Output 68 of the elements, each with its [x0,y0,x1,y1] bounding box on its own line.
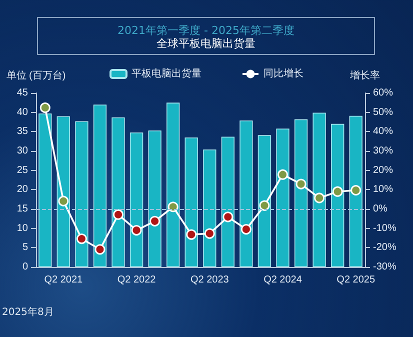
bar [349,116,362,267]
x-tick-label: Q2 2025 [336,274,376,286]
bar [75,121,88,267]
x-tick-label: Q2 2024 [264,274,302,286]
bar [203,149,216,267]
y2-tick-label: 0% [373,204,388,214]
bar [184,137,198,267]
bar [331,124,344,267]
point [150,216,160,226]
y-tick-label: 30 [16,146,28,156]
point [296,178,306,190]
point [204,228,215,239]
y2-tick-label: 20% [373,164,394,176]
x-tick-label: Q2 2023 [190,274,230,286]
text: 2025年8月 [2,306,54,319]
bar [130,132,144,267]
bar [258,135,272,267]
y-tick-label: 35 [16,126,28,138]
bar [312,112,326,267]
point [76,234,87,244]
y-tick-label: 40 [16,106,28,118]
bar [240,120,253,267]
y-axis-title: 单位 (百万台) [6,70,66,82]
chart-title: 全球平板电脑出货量 [156,37,256,50]
point [259,200,270,211]
y-tick-label: 25 [16,164,28,176]
y-tick-label: 0 [22,262,28,272]
x-tick-label: Q2 2021 [44,274,84,286]
bar [294,119,308,267]
x-tick-label: Q2 2022 [117,274,156,286]
point [314,192,325,204]
point [94,244,106,255]
chart-subtitle: 2021年第一季度 - 2025年第二季度 [116,24,296,37]
y-tick-label: 45 [16,88,28,98]
y2-tick-label: -20% [373,242,396,254]
y2-axis-title: 增长率 [349,70,380,82]
legend-label: 同比增长 [264,68,304,80]
point [278,169,288,180]
y2-tick-label: 30% [373,146,394,156]
point [168,202,178,212]
point [350,185,362,196]
bar [112,117,125,267]
y2-tick-label: 40% [373,126,394,138]
point [131,225,142,236]
y-tick-label: 5 [22,242,28,254]
bar [93,104,107,267]
bar [276,128,290,267]
y-tick-label: 20 [16,184,28,196]
bar [221,136,234,267]
y-tick-label: 15 [16,204,28,214]
y2-tick-label: 60% [373,88,394,98]
point [40,102,50,113]
y2-tick-label: -10% [373,222,396,234]
point [113,209,124,220]
point [186,229,197,240]
point [240,224,252,235]
bar [166,102,180,267]
y2-tick-label: -30% [373,262,396,272]
y2-tick-label: 50% [373,106,394,118]
point [58,196,69,206]
point [222,212,234,222]
y2-tick-label: 10% [373,184,394,196]
bar [56,116,70,267]
legend-label: 平板电脑出货量 [132,68,202,80]
bar [38,113,52,267]
point [332,186,343,197]
y-tick-label: 10 [16,222,28,234]
bar [148,130,162,267]
